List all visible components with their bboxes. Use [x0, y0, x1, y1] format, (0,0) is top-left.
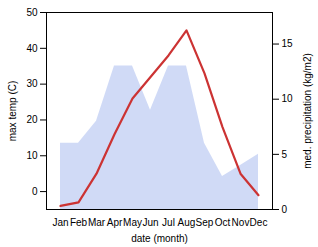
svg-text:0: 0: [282, 204, 288, 215]
svg-text:date (month): date (month): [131, 233, 188, 244]
svg-text:Sep: Sep: [196, 217, 214, 228]
svg-text:10: 10: [282, 93, 294, 104]
svg-text:Jan: Jan: [52, 217, 68, 228]
svg-text:med. precipitation (kg/m2): med. precipitation (kg/m2): [302, 53, 313, 169]
svg-text:May: May: [123, 217, 142, 228]
svg-text:0: 0: [32, 186, 38, 197]
svg-text:15: 15: [282, 38, 294, 49]
svg-text:max temp (C): max temp (C): [7, 81, 18, 142]
svg-text:Nov: Nov: [232, 217, 250, 228]
svg-text:40: 40: [26, 43, 38, 54]
svg-text:Apr: Apr: [107, 217, 123, 228]
svg-text:Jul: Jul: [162, 217, 175, 228]
svg-text:10: 10: [26, 150, 38, 161]
svg-text:50: 50: [26, 7, 38, 18]
svg-text:20: 20: [26, 114, 38, 125]
svg-text:Mar: Mar: [88, 217, 106, 228]
svg-text:5: 5: [282, 149, 288, 160]
svg-text:Feb: Feb: [70, 217, 88, 228]
svg-text:30: 30: [26, 78, 38, 89]
svg-text:Oct: Oct: [215, 217, 231, 228]
svg-text:Dec: Dec: [250, 217, 268, 228]
svg-text:Jun: Jun: [142, 217, 158, 228]
svg-text:Aug: Aug: [178, 217, 196, 228]
